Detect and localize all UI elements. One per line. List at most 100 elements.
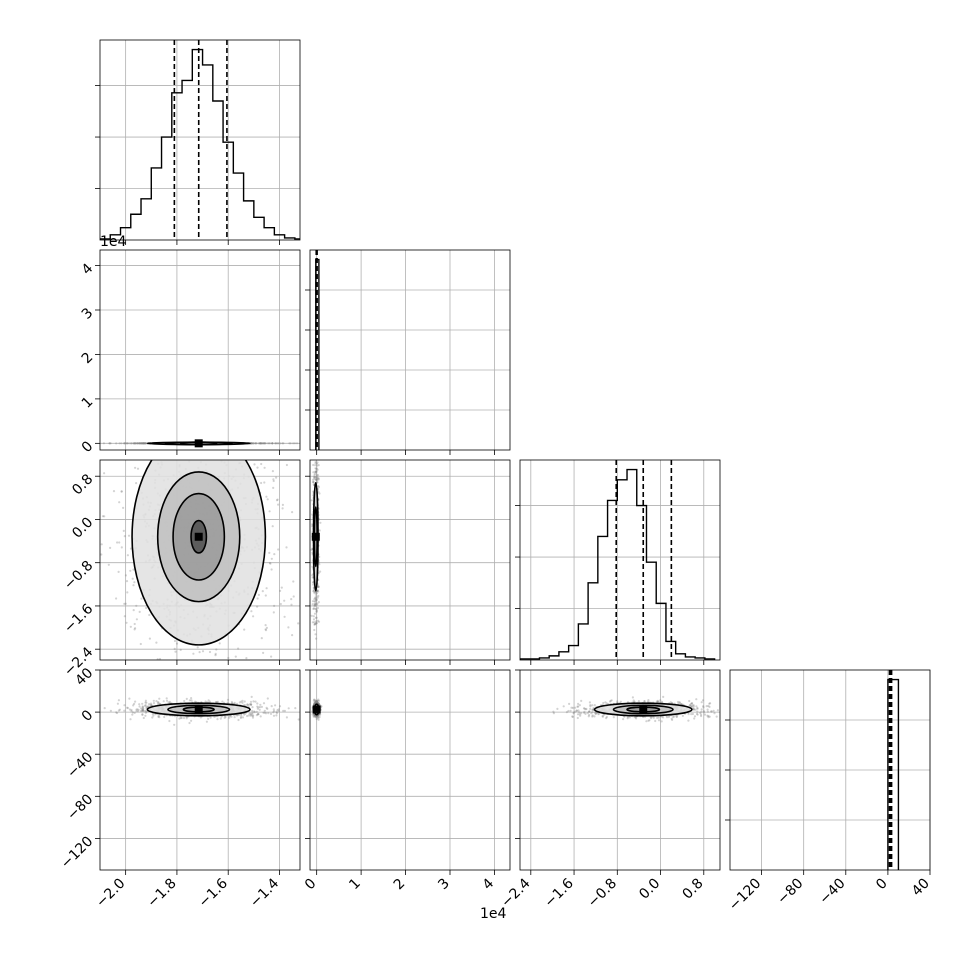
sample-point <box>671 718 674 722</box>
sample-point <box>132 442 135 445</box>
y-tick-label: 0 <box>79 707 97 725</box>
sample-point <box>228 716 231 719</box>
sample-point <box>312 618 316 621</box>
sample-point <box>145 701 148 704</box>
sample-point <box>138 610 141 614</box>
sample-point <box>316 699 319 702</box>
sample-point <box>263 442 266 445</box>
sample-point <box>266 697 269 700</box>
sample-point <box>220 715 223 718</box>
sample-point <box>696 707 699 710</box>
sample-point <box>274 442 277 445</box>
sample-point <box>266 442 269 445</box>
sample-point <box>128 442 131 445</box>
sample-point <box>270 705 273 708</box>
sample-point <box>272 478 275 481</box>
sample-point <box>270 655 273 658</box>
sample-point <box>142 707 145 710</box>
sample-point <box>312 714 315 717</box>
sample-point <box>135 710 138 713</box>
sample-point <box>315 478 318 481</box>
sample-point <box>157 715 160 718</box>
sample-point <box>271 442 274 445</box>
y-tick-label: −120 <box>58 833 97 872</box>
x-tick-label: −2.0 <box>93 876 128 911</box>
sample-point <box>259 442 262 445</box>
sample-point <box>314 700 317 703</box>
sample-point <box>312 615 315 618</box>
sample-point <box>255 714 258 717</box>
sample-point <box>124 574 127 577</box>
sample-point <box>123 602 126 606</box>
sample-point <box>314 603 317 606</box>
sample-point <box>132 568 135 571</box>
sample-point <box>692 708 695 711</box>
sample-point <box>317 718 320 721</box>
sample-point <box>314 460 317 463</box>
sample-point <box>265 626 268 630</box>
sample-point <box>252 714 255 717</box>
sample-point <box>317 620 321 623</box>
sample-point <box>679 702 683 706</box>
sample-point <box>246 703 249 706</box>
y-tick-label: 2 <box>79 349 97 367</box>
sample-point <box>277 710 280 713</box>
panel-frame <box>519 459 721 661</box>
sample-point <box>315 471 318 474</box>
x-tick-label: 2 <box>391 876 409 894</box>
sample-point <box>315 476 318 479</box>
sample-point <box>310 499 313 502</box>
sample-point <box>165 699 169 702</box>
sample-point <box>234 655 237 658</box>
sample-point <box>273 604 276 608</box>
sample-point <box>141 705 145 709</box>
sample-point <box>313 472 316 475</box>
sample-point <box>255 710 258 713</box>
sample-point <box>313 600 316 603</box>
sample-point <box>312 475 315 478</box>
sample-point <box>264 628 267 631</box>
sample-point <box>125 621 128 624</box>
sample-point <box>240 700 243 703</box>
sample-point <box>244 704 247 707</box>
panel-frame <box>99 39 301 241</box>
sample-point <box>130 710 133 713</box>
sample-point <box>251 714 254 718</box>
sample-point <box>314 701 317 704</box>
sample-point <box>134 700 137 703</box>
sample-point <box>262 702 266 705</box>
sample-point <box>246 703 249 706</box>
sample-point <box>314 701 317 704</box>
sample-point <box>134 442 137 445</box>
sample-point <box>130 442 134 445</box>
sample-point <box>141 707 144 710</box>
sample-point <box>257 712 260 716</box>
sample-point <box>656 700 659 704</box>
sample-point <box>144 442 147 445</box>
sample-point <box>313 701 316 704</box>
sample-point <box>115 442 118 445</box>
sample-point <box>314 476 317 479</box>
sample-point <box>237 647 240 650</box>
sample-point <box>143 442 146 445</box>
sample-point <box>315 470 318 473</box>
sample-point <box>180 716 183 720</box>
sample-point <box>317 484 320 488</box>
sample-point <box>221 700 224 703</box>
sample-point <box>314 593 317 596</box>
sample-point <box>311 621 314 624</box>
sample-point <box>251 442 254 445</box>
sample-point <box>264 594 267 597</box>
sample-point <box>156 701 160 704</box>
sample-point <box>706 714 709 717</box>
sample-point <box>314 467 317 470</box>
sample-point <box>149 703 152 707</box>
sample-point <box>268 551 271 555</box>
sample-point <box>140 707 143 710</box>
sample-point <box>281 507 284 510</box>
sample-point <box>316 716 319 719</box>
sample-point <box>256 713 259 716</box>
sample-point <box>230 715 233 718</box>
sample-point <box>120 546 123 549</box>
